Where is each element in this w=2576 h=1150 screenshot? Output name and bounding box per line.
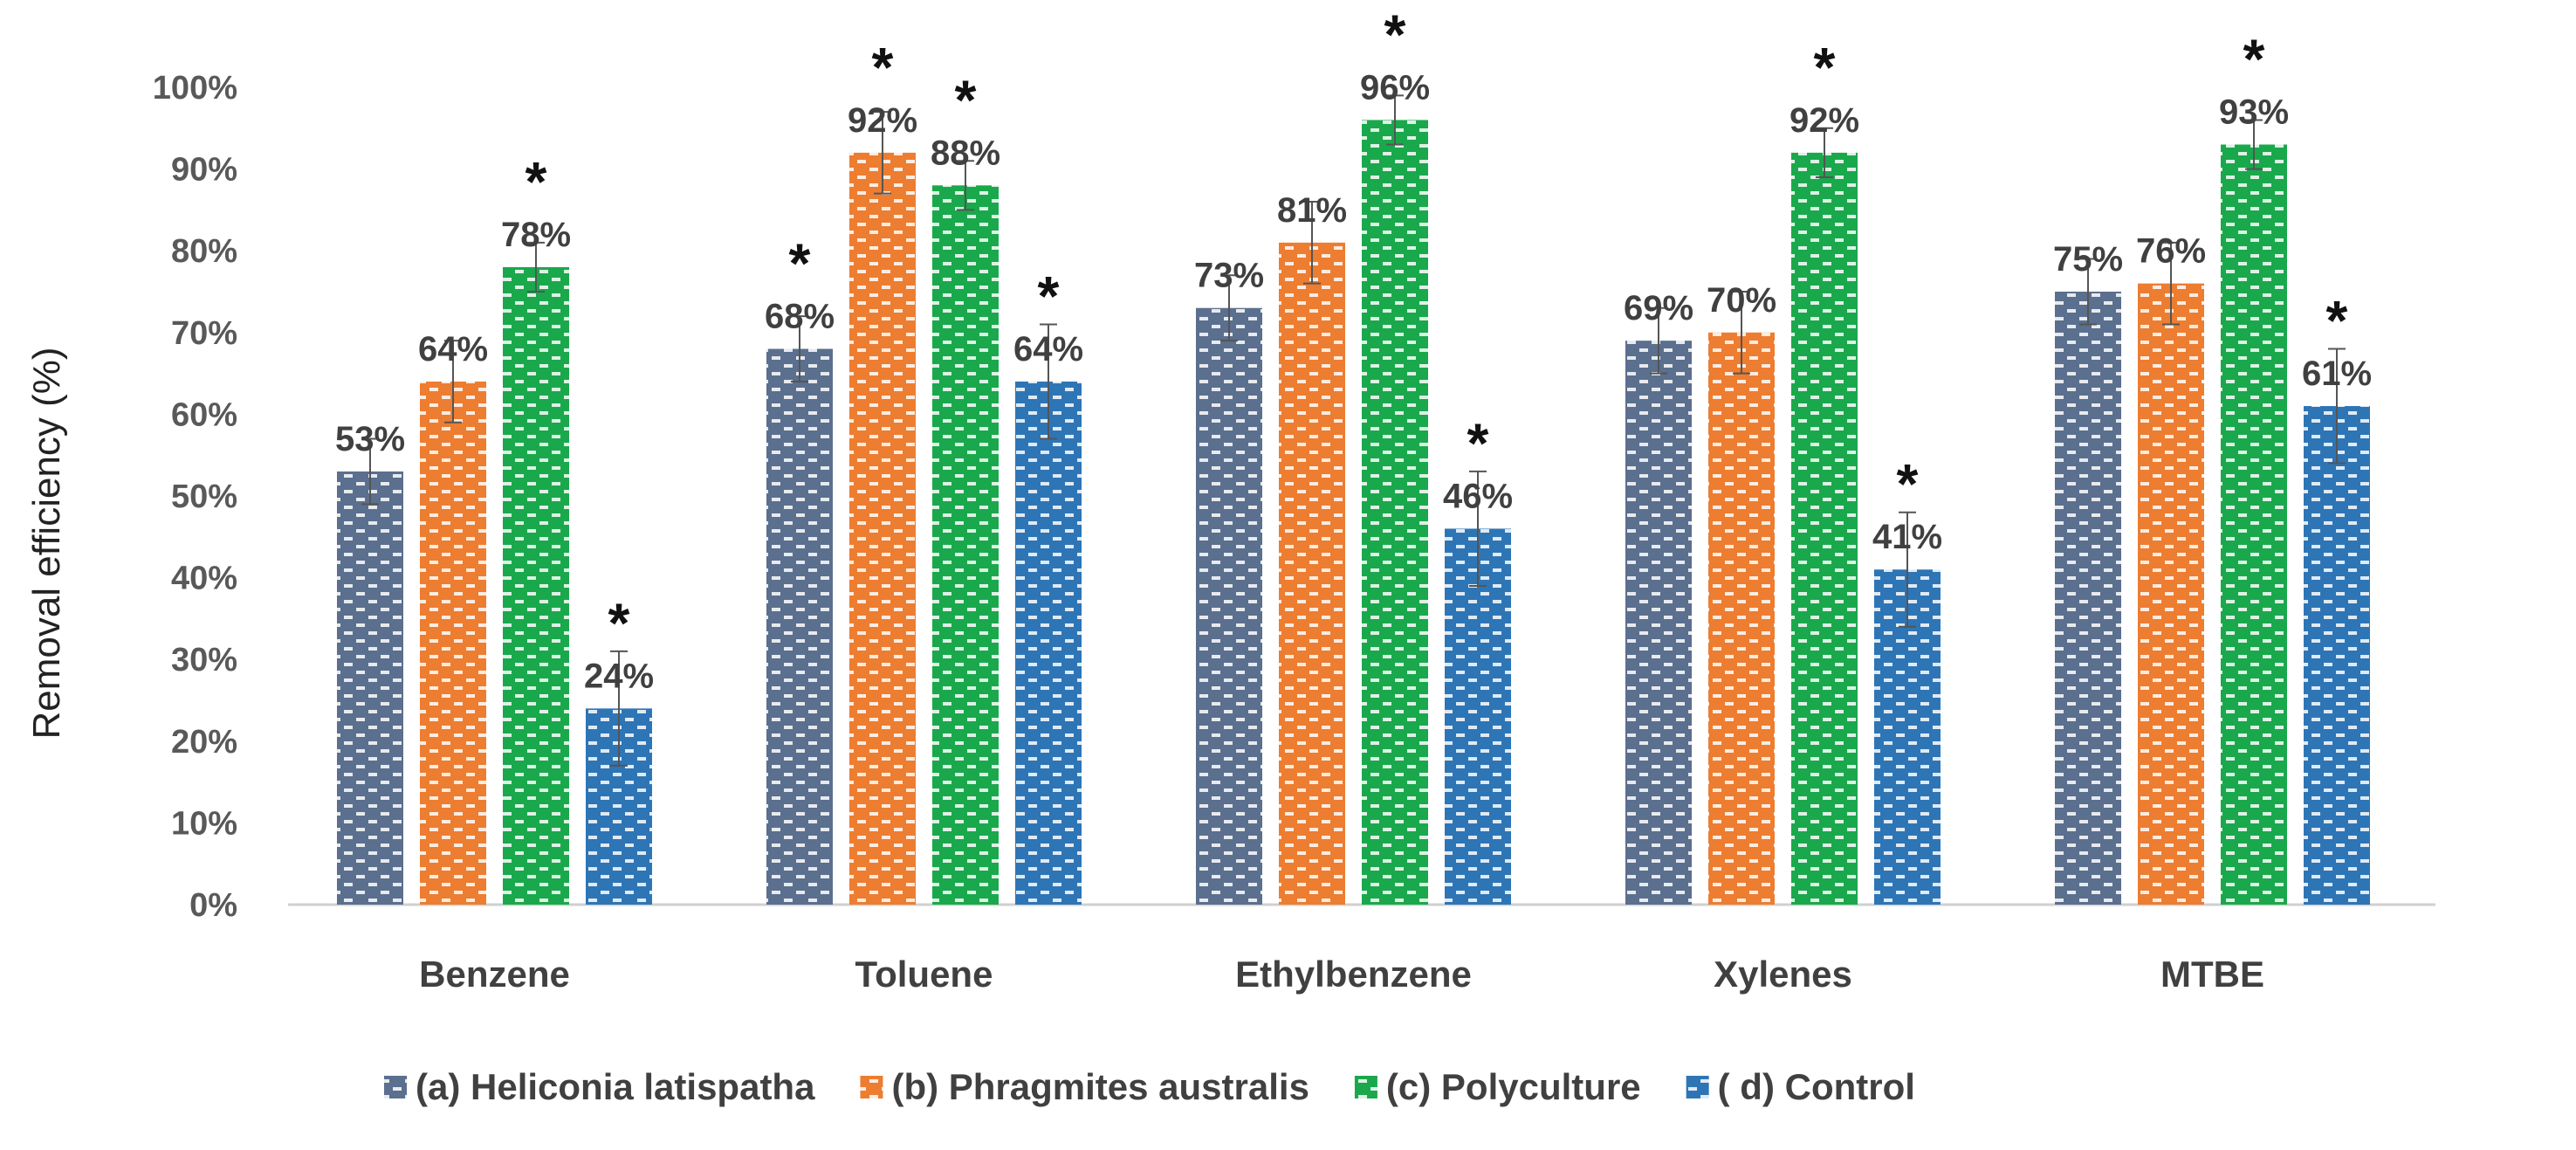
category-group: 73%81%96%*46%* xyxy=(1194,3,1513,906)
significance-star: * xyxy=(955,68,977,131)
significance-star: * xyxy=(1897,452,1919,515)
legend-swatch xyxy=(384,1076,407,1098)
bar xyxy=(2055,292,2121,905)
legend: (a) Heliconia latispatha (b) Phragmites a… xyxy=(384,1066,1915,1107)
significance-star: * xyxy=(2243,28,2265,91)
data-label: 92% xyxy=(1789,101,1859,140)
bar xyxy=(932,185,999,905)
data-label: 93% xyxy=(2219,93,2289,132)
data-label: 64% xyxy=(1013,330,1083,368)
data-label: 68% xyxy=(765,298,835,336)
data-label: 64% xyxy=(418,330,488,368)
y-tick-label: 20% xyxy=(171,724,237,761)
significance-star: * xyxy=(1038,265,1060,327)
significance-star: * xyxy=(608,591,630,654)
y-axis-title-group: Removal efficiency (%) xyxy=(25,347,68,739)
bar xyxy=(1362,120,1428,905)
y-tick-label: 100% xyxy=(153,70,237,107)
category-group: 68%*92%*88%*64%* xyxy=(765,36,1083,906)
bars-group: 53%64%78%*24%*68%*92%*88%*64%* 73%81%96%*… xyxy=(335,3,2372,906)
bar xyxy=(2138,283,2204,905)
category-group: 75% 76%93%*61%* xyxy=(2053,28,2372,905)
y-tick-label: 80% xyxy=(171,233,237,270)
data-label: 70% xyxy=(1707,281,1776,320)
data-label: 88% xyxy=(931,134,1000,172)
y-tick-label: 70% xyxy=(171,315,237,352)
data-label: 78% xyxy=(501,216,571,254)
bar xyxy=(2221,144,2287,905)
data-label: 61% xyxy=(2302,355,2372,393)
legend-swatch xyxy=(1686,1076,1709,1098)
y-axis-title: Removal efficiency (%) xyxy=(25,347,68,739)
bar xyxy=(849,152,916,905)
significance-star: * xyxy=(1814,36,1836,99)
y-axis: 0% 10% 20% 30% 40% 50% 60% 70% 80% 90% 100% xyxy=(153,70,237,924)
legend-item: (b) Phragmites australis xyxy=(891,1066,1309,1107)
legend-swatch xyxy=(860,1076,883,1098)
significance-star: * xyxy=(789,232,811,295)
y-tick-label: 90% xyxy=(171,152,237,189)
bar xyxy=(2304,406,2370,905)
bar xyxy=(1708,332,1775,905)
bar xyxy=(1625,341,1692,905)
bar xyxy=(503,266,569,905)
data-label: 92% xyxy=(848,101,917,140)
legend-item: (c) Polyculture xyxy=(1386,1066,1641,1107)
bar xyxy=(337,471,403,905)
bar xyxy=(1791,152,1858,905)
x-axis: Benzene Toluene Ethylbenzene Xylenes MTBE xyxy=(419,954,2264,995)
legend-swatch xyxy=(1354,1076,1377,1098)
data-label: 46% xyxy=(1443,477,1513,515)
data-label: 24% xyxy=(584,657,654,695)
y-tick-label: 10% xyxy=(171,805,237,842)
significance-star: * xyxy=(1384,3,1406,65)
data-label: 75% xyxy=(2053,240,2123,279)
data-label: 81% xyxy=(1277,191,1347,230)
y-tick-label: 50% xyxy=(171,479,237,515)
category-group: 69% 70%92%*41%* xyxy=(1624,36,1942,905)
legend-item: ( d) Control xyxy=(1718,1066,1915,1107)
significance-star: * xyxy=(1467,411,1489,474)
x-tick-label: Xylenes xyxy=(1714,954,1852,995)
y-tick-label: 0% xyxy=(189,887,237,924)
bar xyxy=(1279,242,1345,906)
data-label: 69% xyxy=(1624,289,1693,327)
category-group: 53%64%78%*24%* xyxy=(335,150,654,906)
bar xyxy=(1445,528,1511,905)
data-label: 76% xyxy=(2136,232,2206,271)
significance-star: * xyxy=(526,150,547,213)
bar xyxy=(1196,307,1262,906)
legend-item: (a) Heliconia latispatha xyxy=(416,1066,815,1107)
y-tick-label: 60% xyxy=(171,396,237,433)
data-label: 96% xyxy=(1360,68,1430,107)
data-label: 73% xyxy=(1194,257,1264,295)
bar xyxy=(420,381,486,906)
x-tick-label: Toluene xyxy=(855,954,993,995)
x-tick-label: MTBE xyxy=(2160,954,2264,995)
significance-star: * xyxy=(2326,289,2348,352)
significance-star: * xyxy=(872,36,894,99)
data-label: 53% xyxy=(335,420,405,458)
data-label: 41% xyxy=(1872,518,1942,556)
x-tick-label: Benzene xyxy=(419,954,570,995)
y-tick-label: 40% xyxy=(171,561,237,597)
x-tick-label: Ethylbenzene xyxy=(1235,954,1472,995)
bar xyxy=(1015,381,1082,906)
bar xyxy=(766,348,833,905)
y-tick-label: 30% xyxy=(171,642,237,678)
